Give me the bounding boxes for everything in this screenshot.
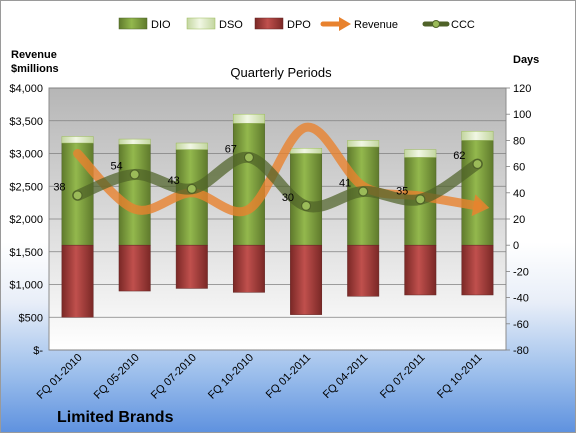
bar-dio <box>118 144 151 246</box>
chart-title: Quarterly Periods <box>230 65 332 80</box>
x-tick-label: FQ 07-2010 <box>149 352 199 402</box>
bar-dso <box>461 130 494 141</box>
y-right-axis: -80 -60 -40 -20 0 20 40 60 80 100 120 <box>506 83 531 357</box>
bar-dpo <box>61 244 94 318</box>
bar-dpo <box>290 244 323 315</box>
legend-marker-ccc <box>432 20 440 28</box>
x-tick-label: FQ 07-2011 <box>378 352 427 401</box>
y-right-tick-label: 100 <box>513 109 531 121</box>
legend: DIO DSO DPO Revenue CCC <box>118 17 475 31</box>
y-right-title: Days <box>513 54 539 66</box>
x-tick-label: FQ 01-2010 <box>35 352 85 402</box>
bars <box>61 113 494 318</box>
ccc-point <box>300 200 312 211</box>
x-tick-label: FQ 01-2011 <box>264 352 313 401</box>
bar-dso <box>118 138 151 145</box>
bar-dso <box>232 113 265 124</box>
bar-dso <box>61 136 94 144</box>
y-left-tick-label: $- <box>33 345 43 357</box>
y-right-tick-label: 80 <box>513 135 525 147</box>
bar-dpo <box>404 244 437 296</box>
ccc-data-label: 54 <box>110 160 122 172</box>
legend-label-dio: DIO <box>151 19 171 31</box>
ccc-point <box>243 152 255 163</box>
legend-swatch-dpo <box>254 17 284 30</box>
ccc-data-label: 41 <box>339 177 351 189</box>
x-axis: FQ 01-2010 FQ 05-2010 FQ 07-2010 FQ 10-2010… <box>35 352 485 402</box>
bar-dso <box>290 148 323 154</box>
ccc-data-label: 43 <box>168 175 180 187</box>
ccc-point <box>186 183 197 194</box>
ccc-point <box>72 190 83 201</box>
legend-arrowhead-revenue <box>339 17 351 31</box>
bar-dpo <box>118 244 151 292</box>
y-left-axis: $- $500 $1,000 $1,500 $2,000 $2,500 $3,000 $3,5… <box>9 83 43 357</box>
y-right-tick-label: -80 <box>513 345 529 357</box>
ccc-point <box>415 194 426 205</box>
legend-label-revenue: Revenue <box>354 19 398 31</box>
revenue-arrowhead <box>471 194 490 217</box>
company-name: Limited Brands <box>57 409 174 426</box>
y-right-tick-label: 20 <box>513 214 525 226</box>
y-left-tick-label: $2,000 <box>9 214 43 226</box>
bar-dpo <box>461 244 494 296</box>
ccc-point <box>129 169 140 180</box>
y-right-tick-label: 60 <box>513 162 525 174</box>
y-left-tick-label: $3,000 <box>9 149 43 161</box>
y-left-tick-label: $4,000 <box>9 83 43 95</box>
y-left-tick-label: $1,500 <box>9 247 43 259</box>
ccc-data-label: 67 <box>225 143 237 155</box>
bar-dso <box>347 140 380 148</box>
bar-dso <box>404 149 437 158</box>
legend-swatch-dio <box>118 17 148 30</box>
y-left-tick-label: $500 <box>19 312 43 324</box>
bar-dpo <box>232 244 265 293</box>
ccc-data-label: 30 <box>282 192 294 204</box>
data-labels: 38 54 43 67 30 41 35 62 <box>53 143 465 203</box>
bar-dpo <box>175 244 208 289</box>
y-right-tick-label: -60 <box>513 319 529 331</box>
bar-dio <box>232 123 265 246</box>
y-right-tick-label: 40 <box>513 188 525 200</box>
bar-dio <box>461 140 494 246</box>
ccc-points <box>72 152 483 211</box>
x-tick-label: FQ 10-2010 <box>206 352 256 402</box>
legend-swatch-dso <box>186 17 216 30</box>
ccc-point <box>358 186 369 197</box>
bar-dso <box>175 142 208 150</box>
ccc-point <box>472 158 483 170</box>
x-tick-label: FQ 10-2011 <box>435 352 484 401</box>
x-tick-label: FQ 05-2010 <box>92 352 142 402</box>
ccc-data-label: 35 <box>396 185 408 197</box>
ccc-data-label: 62 <box>453 150 465 162</box>
y-left-tick-label: $2,500 <box>9 181 43 193</box>
legend-label-dpo: DPO <box>287 19 311 31</box>
y-left-title-line1: Revenue <box>11 49 57 61</box>
y-left-title-line2: $millions <box>11 63 59 75</box>
y-left-tick-label: $3,500 <box>9 116 43 128</box>
ccc-data-label: 38 <box>53 181 65 193</box>
y-right-tick-label: 0 <box>513 240 519 252</box>
legend-label-dso: DSO <box>219 19 243 31</box>
y-left-tick-label: $1,000 <box>9 280 43 292</box>
x-tick-label: FQ 04-2011 <box>321 352 370 401</box>
bar-dpo <box>347 244 380 297</box>
legend-label-ccc: CCC <box>451 19 475 31</box>
y-right-tick-label: -40 <box>513 293 529 305</box>
y-right-tick-label: -20 <box>513 266 529 278</box>
y-right-tick-label: 120 <box>513 83 531 95</box>
